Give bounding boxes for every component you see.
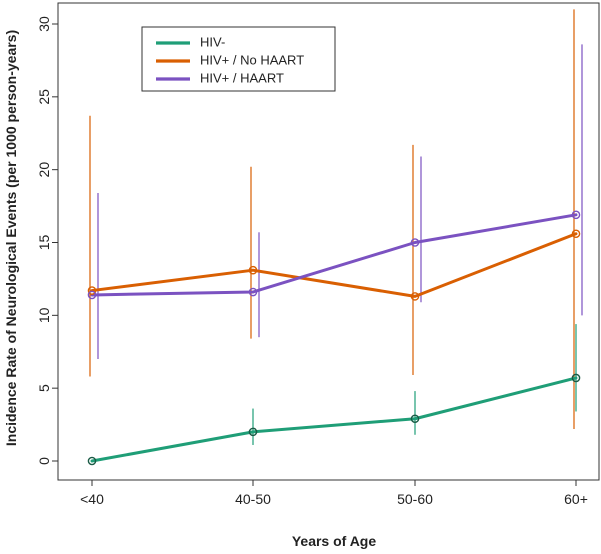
legend-label: HIV-: [200, 34, 225, 49]
series-line: [90, 213, 578, 297]
plot-area-frame: [57, 2, 600, 481]
y-tick-label: 20: [36, 162, 52, 178]
data-point: [571, 229, 581, 239]
data-point: [248, 427, 258, 437]
x-tick-label: 60+: [564, 491, 588, 507]
y-tick-label: 30: [36, 16, 52, 32]
legend-label: HIV+ / No HAART: [200, 52, 304, 67]
data-point: [248, 265, 258, 275]
data-point: [410, 292, 420, 301]
x-tick-label: <40: [80, 491, 104, 507]
data-point: [87, 290, 97, 300]
data-point: [87, 456, 97, 466]
y-tick-label: 25: [36, 89, 52, 105]
y-axis-title: Incidence Rate of Neurological Events (p…: [3, 30, 19, 446]
x-axis-title: Years of Age: [292, 533, 377, 549]
x-tick-label: 50-60: [397, 491, 433, 507]
y-tick-label: 10: [36, 307, 52, 323]
series-line: [90, 232, 578, 298]
data-point: [410, 238, 420, 247]
x-tick-label: 40-50: [235, 491, 271, 507]
data-point: [87, 286, 97, 295]
legend-label: HIV+ / HAART: [200, 70, 284, 85]
data-point: [571, 373, 581, 383]
data-point: [248, 287, 258, 297]
y-tick-label: 5: [36, 384, 52, 392]
series-line: [90, 376, 578, 463]
y-tick-label: 15: [36, 235, 52, 251]
data-point: [571, 210, 581, 220]
y-tick-label: 0: [36, 457, 52, 465]
data-point: [410, 414, 420, 424]
